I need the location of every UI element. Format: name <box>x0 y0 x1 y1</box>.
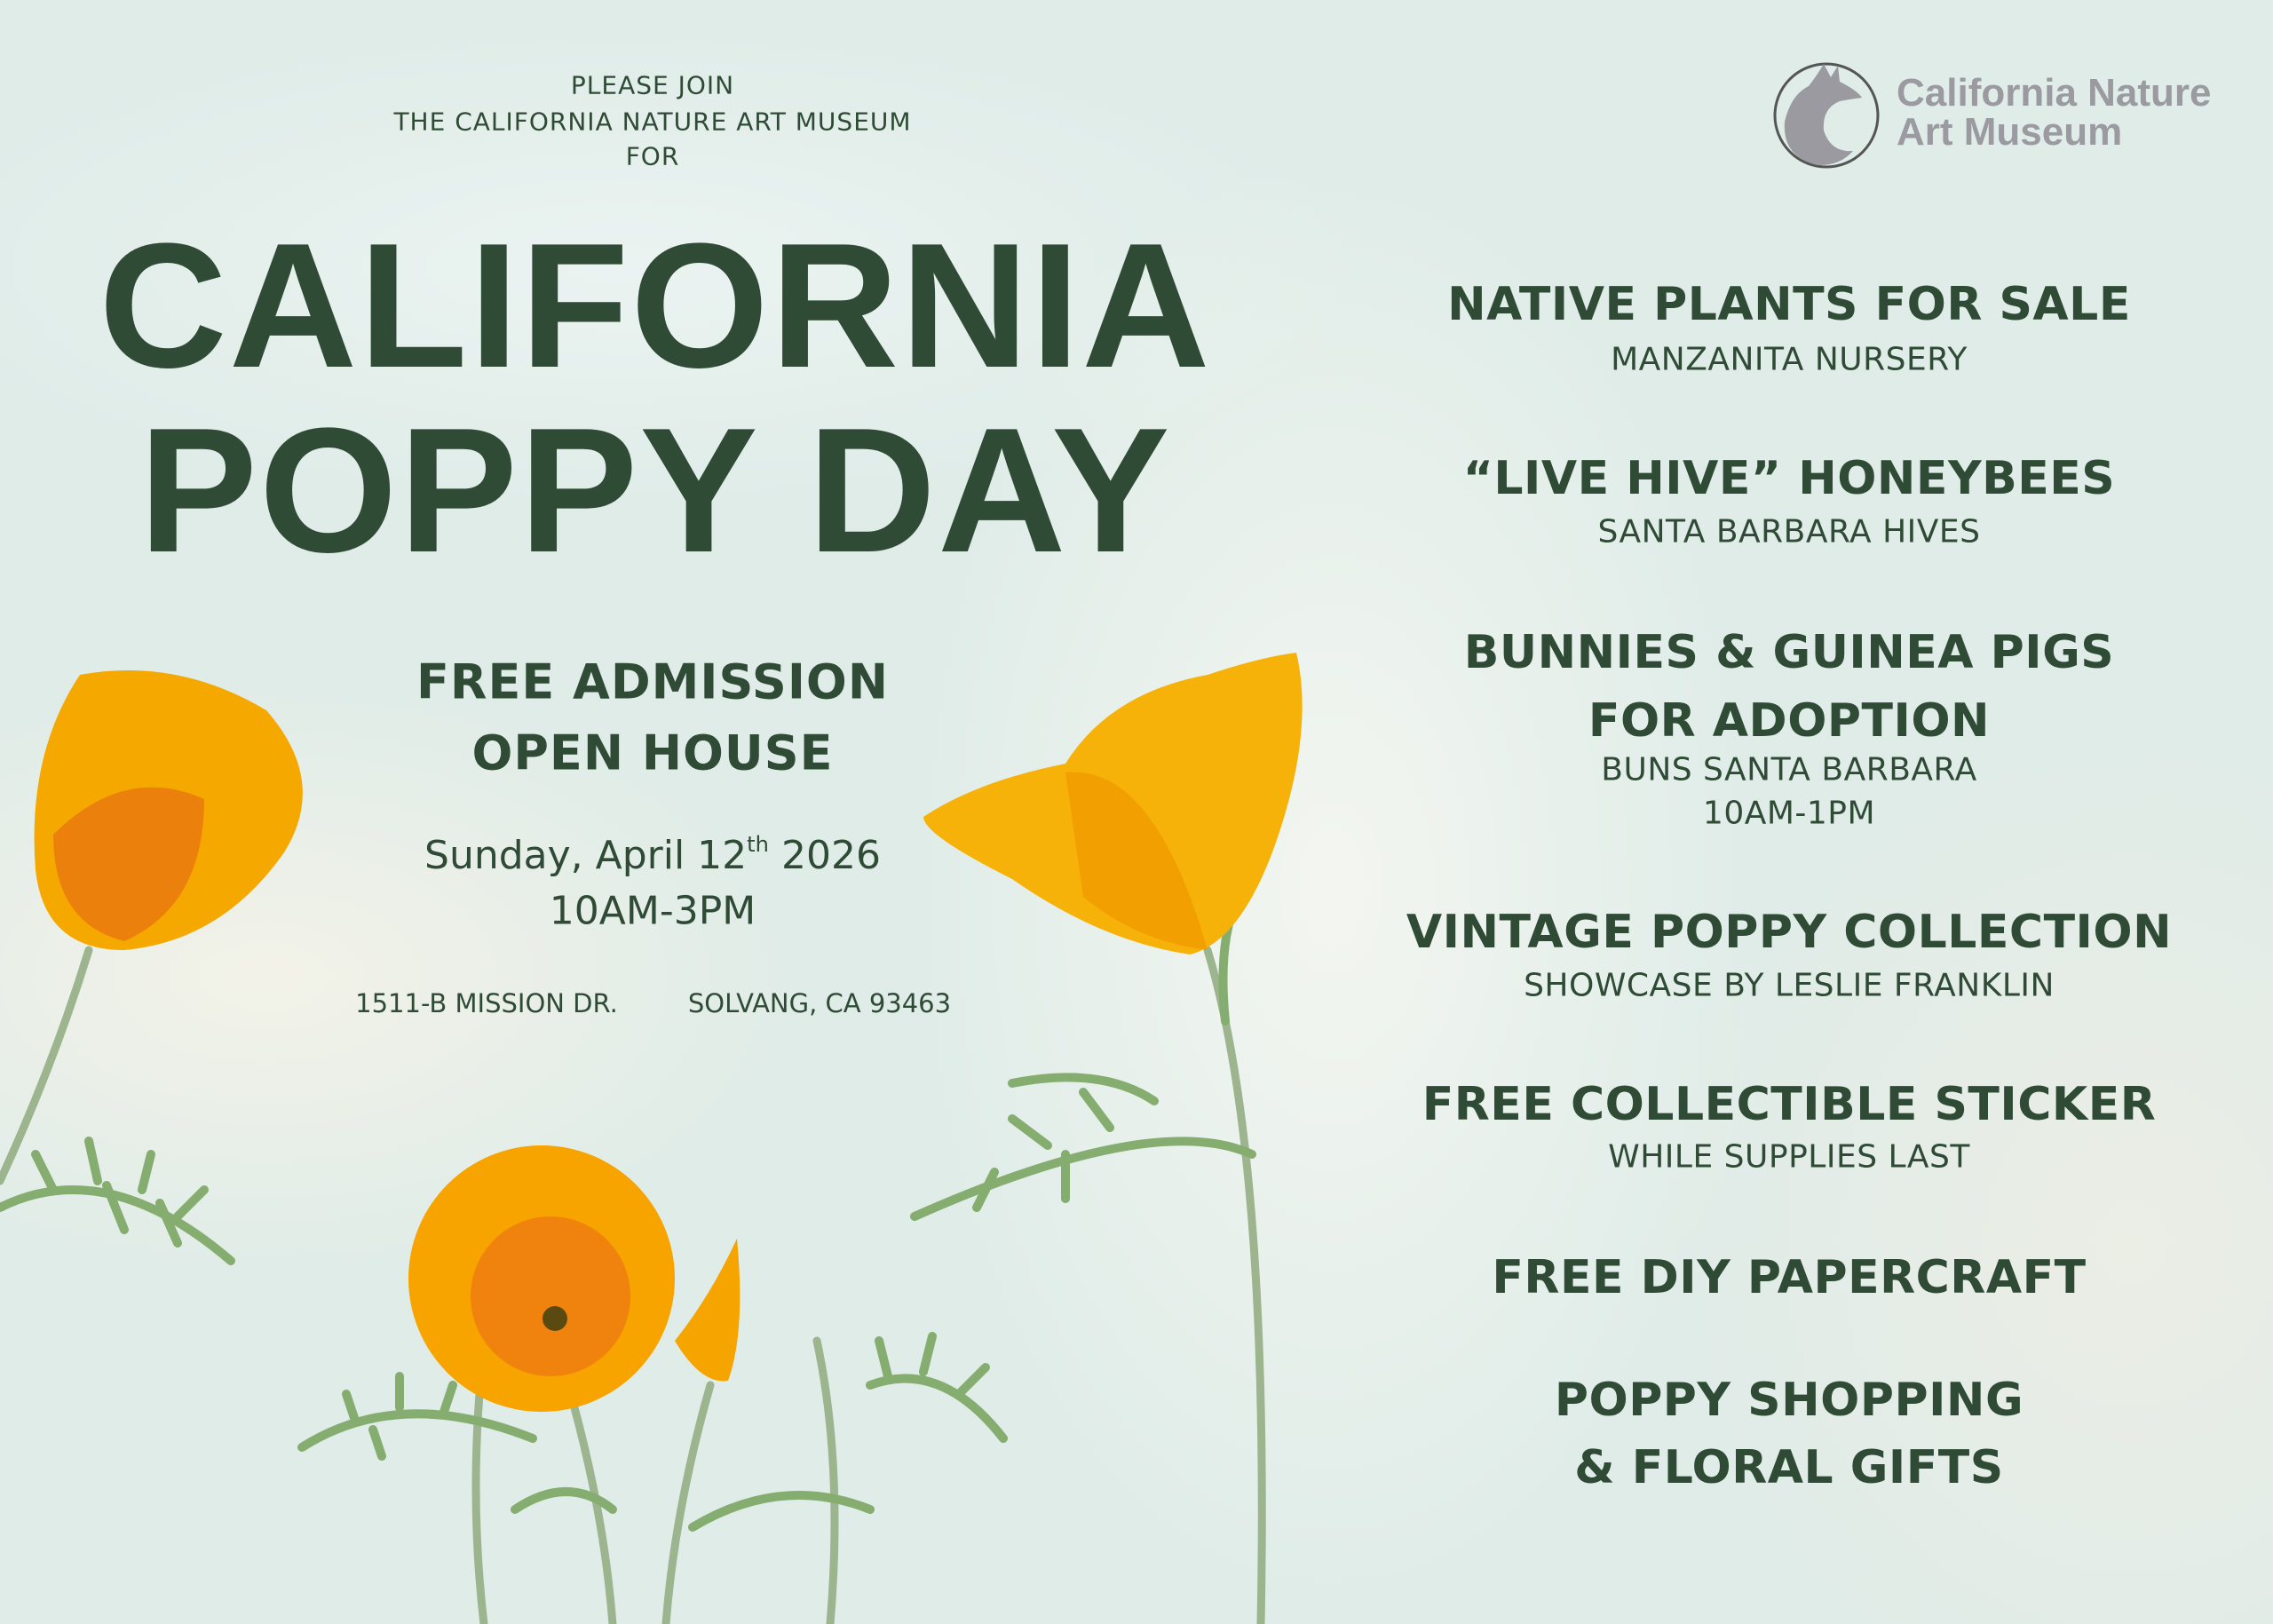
event-title: BUNNIES & GUINEA PIGS <box>1463 626 2115 679</box>
poppy-bud <box>675 1239 741 1382</box>
event-sub: BUNS SANTA BARBARA <box>1601 751 1977 788</box>
event-time: 10AM-3PM <box>549 888 756 934</box>
event-title: “LIVE HIVE” HONEYBEES <box>1462 452 2116 505</box>
event-title: FREE DIY PAPERCRAFT <box>1492 1251 2087 1304</box>
fox-circle-icon <box>1773 62 1880 169</box>
address-street: 1511-B MISSION DR. <box>355 988 618 1018</box>
fern-leaves <box>0 883 1256 1532</box>
poppy-flower-left <box>34 670 303 950</box>
address-city: SOLVANG, CA 93463 <box>687 988 952 1018</box>
event-title: VINTAGE POPPY COLLECTION <box>1406 906 2173 959</box>
date-year: 2026 <box>769 833 881 879</box>
intro-line: FOR <box>625 141 680 171</box>
stem <box>0 946 93 1185</box>
intro-line: PLEASE JOIN <box>570 70 735 100</box>
event-title: FOR ADOPTION <box>1588 694 1991 748</box>
event-sub: MANZANITA NURSERY <box>1611 341 1968 378</box>
event-sub: SHOWCASE BY LESLIE FRANKLIN <box>1524 967 2055 1004</box>
poppy-flower-right <box>923 653 1303 955</box>
stem <box>812 1336 839 1624</box>
logo-line2: Art Museum <box>1897 110 2123 154</box>
date-day: Sunday, April 12 <box>424 833 748 879</box>
logo-line1: California Nature <box>1897 71 2212 115</box>
admission-line2: OPEN HOUSE <box>471 725 834 781</box>
event-sub: 10AM-1PM <box>1702 795 1876 832</box>
event-sub: WHILE SUPPLIES LAST <box>1608 1138 1970 1176</box>
event-date: Sunday, April 12th 2026 <box>424 832 881 878</box>
poppy-flower-bottom <box>408 1145 675 1412</box>
stem <box>1203 946 1266 1624</box>
title-line2: POPPY DAY <box>139 392 1172 590</box>
title-line1: CALIFORNIA <box>99 207 1212 405</box>
event-title: & FLORAL GIFTS <box>1574 1441 2004 1494</box>
event-title: FREE COLLECTIBLE STICKER <box>1422 1078 2157 1131</box>
date-suffix: th <box>747 831 770 857</box>
event-sub: SANTA BARBARA HIVES <box>1597 513 1981 551</box>
museum-logo[interactable]: California Nature Art Museum <box>1769 55 2212 170</box>
event-title: POPPY SHOPPING <box>1554 1374 2024 1427</box>
event-title: NATIVE PLANTS FOR SALE <box>1447 278 2131 331</box>
stem <box>661 1381 715 1624</box>
admission-line1: FREE ADMISSION <box>416 654 890 710</box>
stem <box>564 1381 617 1624</box>
intro-line: THE CALIFORNIA NATURE ART MUSEUM <box>393 107 912 137</box>
stem <box>471 1390 488 1624</box>
